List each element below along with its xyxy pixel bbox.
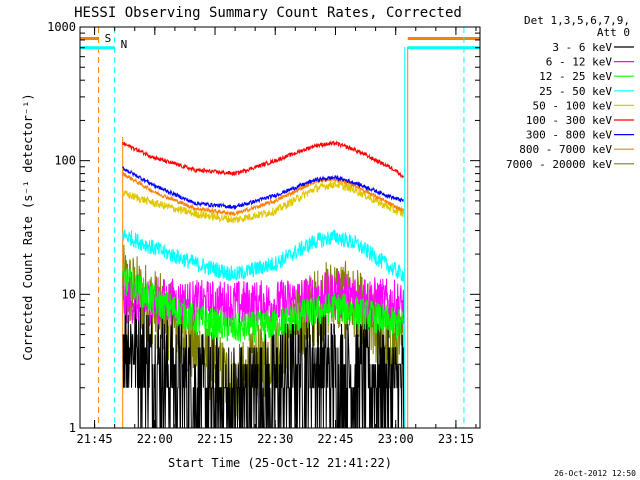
marker-label: N	[121, 38, 128, 51]
legend-header: Att 0	[597, 26, 630, 39]
y-tick-label: 100	[54, 154, 76, 168]
legend-entry-label: 3 - 6 keV	[552, 41, 612, 54]
x-tick-label: 22:00	[137, 432, 173, 446]
x-tick-label: 22:15	[197, 432, 233, 446]
x-axis-label: Start Time (25-Oct-12 21:41:22)	[168, 456, 392, 470]
x-tick-label: 22:30	[257, 432, 293, 446]
series-line-6	[122, 165, 404, 211]
y-tick-label: 1000	[47, 20, 76, 34]
x-tick-label: 23:15	[438, 432, 474, 446]
marker-label: S	[105, 32, 112, 45]
legend-entry-label: 50 - 100 keV	[533, 99, 613, 112]
legend-entry-label: 800 - 7000 keV	[519, 143, 612, 156]
legend-header: Det 1,3,5,6,7,9,	[524, 14, 630, 27]
footer-timestamp: 26-Oct-2012 12:50	[554, 469, 636, 478]
legend-entry-label: 100 - 300 keV	[526, 114, 612, 127]
y-axis-label: Corrected Count Rate (s⁻¹ detector⁻¹)	[21, 93, 35, 360]
y-tick-label: 1	[69, 421, 76, 435]
y-axis: 1 10 100 1000	[47, 20, 480, 435]
series-layer	[122, 140, 405, 429]
legend-entry-label: 25 - 50 keV	[539, 85, 612, 98]
x-tick-label: 23:00	[378, 432, 414, 446]
plot-frame	[79, 26, 481, 429]
legend-entry-label: 6 - 12 keV	[546, 56, 613, 69]
x-tick-label: 21:45	[77, 432, 113, 446]
x-tick-label: 22:45	[317, 432, 353, 446]
x-axis: 21:45 22:00 22:15 22:30 22:45 23:00 23:15	[77, 27, 477, 446]
legend-entry-label: 7000 - 20000 keV	[506, 158, 612, 171]
series-line-0	[122, 294, 405, 429]
series-line-7	[122, 172, 405, 217]
legend-entry-label: 12 - 25 keV	[539, 70, 612, 83]
chart-title: HESSI Observing Summary Count Rates, Cor…	[74, 5, 462, 21]
legend-entry-label: 300 - 800 keV	[526, 129, 612, 142]
series-line-3	[122, 229, 405, 282]
series-line-4	[122, 180, 405, 224]
y-tick-label: 10	[62, 287, 76, 301]
series-line-2	[122, 263, 405, 343]
series-line-5	[122, 140, 405, 179]
legend: Det 1,3,5,6,7,9,Att 0 3 - 6 keV 6 - 12 keV…	[506, 14, 634, 171]
